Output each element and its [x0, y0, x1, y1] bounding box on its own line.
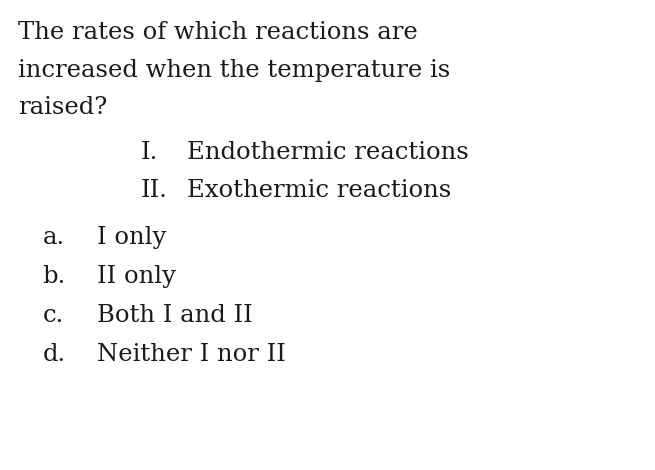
- Text: raised?: raised?: [18, 96, 107, 119]
- Text: increased when the temperature is: increased when the temperature is: [18, 59, 451, 82]
- Text: I.: I.: [141, 141, 158, 164]
- Text: I only: I only: [97, 226, 166, 249]
- Text: II.: II.: [141, 179, 168, 202]
- Text: a.: a.: [43, 226, 65, 249]
- Text: Both I and II: Both I and II: [97, 304, 253, 327]
- Text: Neither I nor II: Neither I nor II: [97, 343, 286, 366]
- Text: c.: c.: [43, 304, 64, 327]
- Text: II only: II only: [97, 265, 176, 288]
- Text: The rates of which reactions are: The rates of which reactions are: [18, 21, 418, 44]
- Text: b.: b.: [43, 265, 66, 288]
- Text: d.: d.: [43, 343, 66, 366]
- Text: Exothermic reactions: Exothermic reactions: [187, 179, 451, 202]
- Text: Endothermic reactions: Endothermic reactions: [187, 141, 468, 164]
